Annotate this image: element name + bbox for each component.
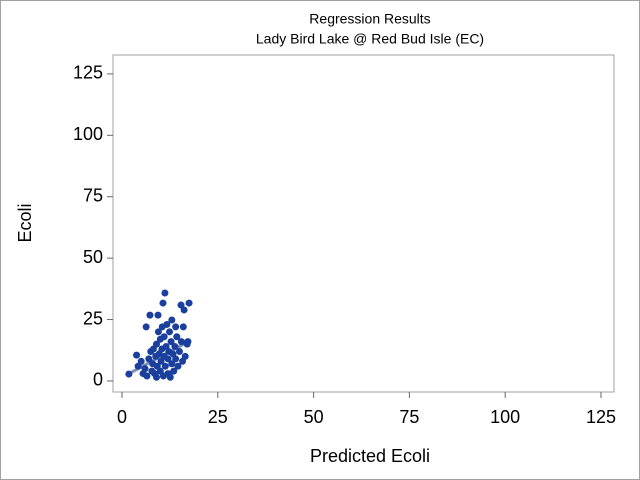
chart-subtitle: Lady Bird Lake @ Red Bud Isle (EC) [256, 31, 484, 47]
x-tick-label: 125 [586, 407, 616, 427]
point [141, 365, 149, 373]
point [146, 311, 154, 319]
point [152, 373, 160, 381]
point [184, 338, 192, 346]
point [163, 320, 171, 328]
x-tick-label: 50 [304, 407, 324, 427]
x-axis-label: Predicted Ecoli [310, 446, 430, 466]
x-tick-label: 100 [490, 407, 520, 427]
point [185, 299, 193, 307]
point [180, 306, 188, 314]
point [142, 323, 150, 331]
point [166, 328, 174, 336]
point [145, 355, 153, 363]
point [181, 352, 189, 360]
point [161, 289, 169, 297]
y-tick-label: 0 [93, 370, 103, 390]
point [133, 351, 141, 359]
point [174, 362, 182, 370]
point [171, 343, 179, 351]
point [167, 338, 175, 346]
x-tick-label: 25 [208, 407, 228, 427]
y-tick-label: 25 [83, 308, 103, 328]
point [170, 367, 178, 375]
chart-title: Regression Results [309, 11, 430, 27]
point [179, 323, 187, 331]
point [154, 311, 162, 319]
point [159, 299, 167, 307]
y-tick-label: 100 [73, 124, 103, 144]
point [172, 355, 180, 363]
plot-frame [112, 54, 615, 393]
point [154, 328, 162, 336]
y-tick-label: 75 [83, 185, 103, 205]
y-tick-label: 125 [73, 63, 103, 83]
point [161, 362, 169, 370]
point [172, 323, 180, 331]
point [173, 333, 181, 341]
point [166, 373, 174, 381]
y-axis-label: Ecoli [15, 203, 35, 242]
point [164, 355, 172, 363]
point [152, 340, 160, 348]
point [160, 333, 168, 341]
point [143, 372, 151, 380]
point [125, 370, 133, 378]
x-tick-label: 0 [117, 407, 127, 427]
point [175, 347, 183, 355]
x-tick-label: 75 [399, 407, 419, 427]
point [168, 360, 176, 368]
point [177, 338, 185, 346]
y-tick-label: 50 [83, 247, 103, 267]
point [137, 357, 145, 365]
point [168, 316, 176, 324]
